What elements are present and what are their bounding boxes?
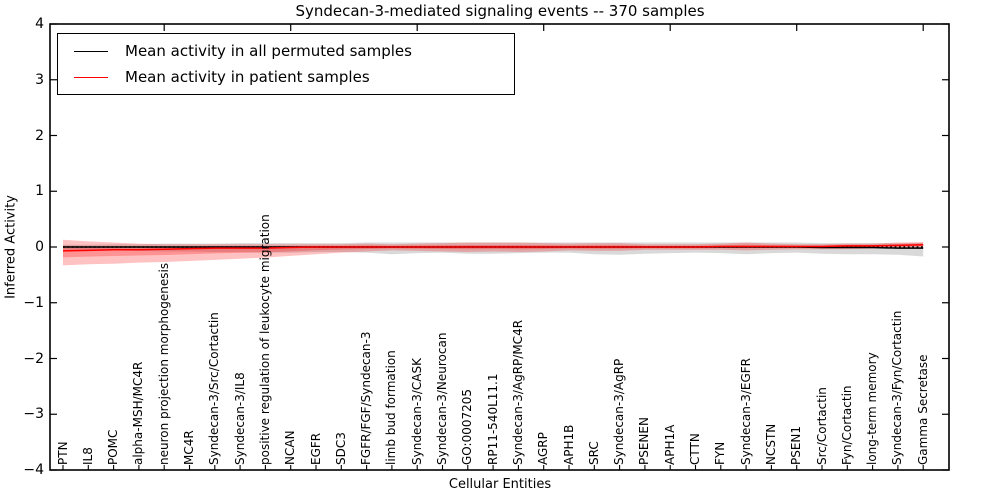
x-tick-label: Syndecan-3/Neurocan	[435, 332, 449, 465]
x-tick-label: long-term memory	[865, 352, 880, 465]
legend-label: Mean activity in all permuted samples	[125, 42, 412, 60]
legend-line-sample-red	[74, 76, 108, 78]
y-tick-label: −4	[23, 462, 44, 478]
legend-item-patient: Mean activity in patient samples	[74, 68, 514, 86]
x-tick-label: APH1A	[662, 424, 677, 465]
x-tick-label: POMC	[106, 429, 121, 465]
legend: Mean activity in all permuted samples Me…	[57, 33, 515, 95]
x-tick-label: MC4R	[182, 430, 196, 465]
legend-item-permuted: Mean activity in all permuted samples	[74, 42, 514, 60]
x-tick-label: SRC	[586, 441, 601, 465]
y-tick-label: 1	[35, 183, 44, 200]
y-tick-label: 2	[35, 127, 44, 144]
x-tick-label: Syndecan-3/AgRP/MC4R	[510, 319, 525, 465]
y-tick-label: 4	[35, 16, 44, 32]
y-tick-label: −2	[23, 350, 44, 367]
x-tick-label: Gamma Secretase	[915, 354, 930, 465]
x-tick-label: GO:0007205	[460, 388, 475, 465]
x-tick-label: Syndecan-3/Fyn/Cortactin	[890, 310, 905, 465]
x-tick-label: Syndecan-3/AgRP	[612, 358, 627, 465]
x-tick-label: RP11-540L11.1	[485, 373, 500, 465]
x-tick-label: PSEN1	[789, 425, 804, 465]
x-tick-label: Src/Cortactin	[814, 387, 829, 465]
x-tick-label: Syndecan-3/EGFR	[738, 357, 753, 465]
x-tick-label: APH1B	[561, 424, 576, 465]
x-tick-label: alpha-MSH/MC4R	[131, 361, 146, 465]
x-tick-label: Syndecan-3/Src/Cortactin	[207, 312, 222, 465]
patient-mean-line	[62, 244, 924, 252]
x-tick-label: limb bud formation	[384, 350, 399, 465]
y-tick-label: −1	[23, 294, 44, 311]
x-tick-label: FYN	[713, 441, 728, 465]
x-tick-label: Syndecan-3/CASK	[409, 358, 424, 465]
x-tick-label: NCAN	[283, 430, 298, 465]
x-axis-label: Cellular Entities	[448, 477, 552, 492]
chart-title: Syndecan-3-mediated signaling events -- …	[295, 2, 705, 20]
x-tick-label: SDC3	[333, 432, 348, 465]
x-tick-label: PSENEN	[637, 417, 652, 465]
x-tick-label: AGRP	[536, 432, 551, 465]
x-tick-label: positive regulation of leukocyte migrati…	[257, 214, 272, 465]
x-tick-label: Syndecan-3/IL8	[232, 372, 247, 465]
x-tick-label: EGFR	[308, 432, 323, 465]
y-tick-label: −3	[23, 406, 44, 423]
x-tick-label: neuron projection morphogenesis	[156, 262, 171, 465]
x-tick-label: FGFR/FGF/Syndecan-3	[359, 331, 374, 465]
x-tick-label: Fyn/Cortactin	[839, 385, 854, 465]
x-tick-label: PTN	[55, 441, 70, 465]
x-tick-label: NCSTN	[763, 423, 778, 465]
y-tick-label: 0	[35, 239, 44, 255]
y-tick-label: 3	[35, 71, 44, 88]
x-tick-label: CTTN	[688, 433, 702, 465]
x-tick-label: IL8	[80, 447, 95, 465]
legend-line-sample-black	[74, 50, 108, 52]
legend-label: Mean activity in patient samples	[125, 68, 370, 86]
